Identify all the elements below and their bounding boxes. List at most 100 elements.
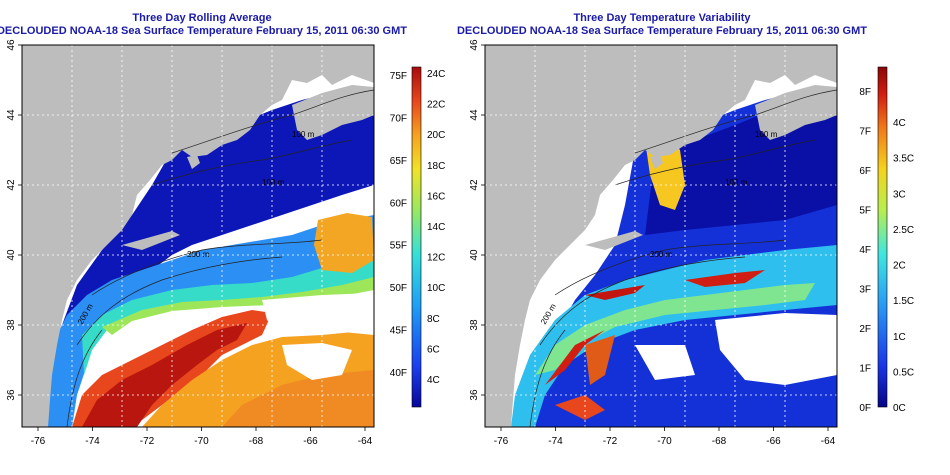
right-title-line1: Three Day Temperature Variability	[573, 12, 751, 24]
right-red-patch	[555, 395, 605, 420]
left-colorbar-c-label: 4C	[427, 375, 440, 386]
left-map: 100 m 100 m 200 m 200 m	[21, 44, 375, 428]
right-lat-tick-label: 44	[469, 109, 480, 121]
right-lon-tick-label: -70	[657, 436, 672, 447]
left-lat-tick-label: 42	[6, 179, 17, 191]
left-colorbar-c-label: 6C	[427, 344, 440, 355]
right-contour-100m	[614, 139, 816, 186]
left-axes: -76 -74 -72 -70 -68 -66 -64 36 38 40 42 44 46	[6, 39, 373, 447]
right-contour-label-3: 200 m	[650, 250, 673, 259]
right-colorbar-c-label: 2C	[893, 261, 906, 272]
right-colorbar: 8F 7F 6F 5F 4F 3F 2F 1F 0F 4C 3.5C 3C 2.5C 2C 1.5C 1C 0…	[859, 66, 914, 414]
right-red-streak-1	[545, 330, 605, 385]
left-colorbar-f-label: 70F	[390, 113, 407, 124]
right-colorbar-c-label: 1C	[893, 332, 906, 343]
left-contour-200m-b	[76, 256, 283, 346]
left-cloud-patch-2	[282, 343, 352, 380]
left-contour-label-2: 100 m	[262, 178, 285, 187]
left-title-line1: Three Day Rolling Average	[132, 12, 272, 24]
right-colorbar-f-label: 7F	[859, 127, 871, 138]
right-frontal-variability	[535, 283, 815, 375]
left-colorbar-f-label: 50F	[390, 283, 407, 294]
left-contour-shelf	[66, 329, 103, 427]
right-colorbar-ramp	[877, 66, 888, 408]
left-colorbar-f-label: 75F	[390, 71, 407, 82]
left-lon-tick-label: -76	[31, 436, 46, 447]
right-contour-200m-b	[539, 256, 746, 346]
right-colorbar-fahrenheit: 8F 7F 6F 5F 4F 3F 2F 1F 0F	[859, 87, 871, 414]
left-colorbar-f-label: 45F	[390, 326, 407, 337]
right-contour-100m-north	[634, 89, 837, 154]
left-colorbar-f-label: 65F	[390, 156, 407, 167]
left-colorbar-f-label: 40F	[390, 368, 407, 379]
left-lon-tick-label: -70	[194, 436, 209, 447]
left-colorbar-fahrenheit: 75F 70F 65F 60F 55F 50F 45F 40F	[390, 71, 407, 379]
right-colorbar-f-label: 8F	[859, 87, 871, 98]
right-contour-label-1: 100 m	[755, 130, 778, 139]
right-contour-shelf	[529, 329, 566, 427]
right-colorbar-f-label: 4F	[859, 245, 871, 256]
right-colorbar-c-label: 4C	[893, 118, 906, 129]
right-shelf-low-variability	[645, 100, 837, 235]
left-cloud-patch-1	[262, 293, 374, 335]
left-frontal-band	[102, 277, 374, 335]
left-lon-tick-label: -74	[85, 436, 100, 447]
left-lat-tick-label: 38	[6, 319, 17, 331]
left-cold-shelf-water	[48, 95, 374, 427]
right-contour-label-2: 100 m	[725, 178, 748, 187]
right-gridlines	[485, 45, 837, 427]
right-colorbar-c-label: 3.5C	[893, 154, 914, 165]
right-lon-tick-label: -72	[603, 436, 618, 447]
left-sargasso-warm	[222, 370, 374, 427]
right-title-line2: DECLOUDED NOAA-18 Sea Surface Temperatur…	[456, 25, 867, 37]
right-lat-tick-label: 36	[469, 389, 480, 401]
right-lon-tick-label: -66	[766, 436, 781, 447]
left-colorbar-c-label: 22C	[427, 100, 445, 111]
left-lat-tick-label: 40	[6, 249, 17, 261]
right-map-frame	[484, 44, 838, 428]
left-contour-200m	[91, 239, 323, 296]
right-lat-tick-label: 40	[469, 249, 480, 261]
left-colorbar-ramp	[411, 66, 422, 408]
left-lat-tick-label: 44	[6, 109, 17, 121]
right-lon-tick-label: -76	[494, 436, 509, 447]
right-contour-200m	[554, 239, 786, 296]
left-gulf-stream-core	[82, 323, 247, 427]
left-colorbar: 75F 70F 65F 60F 55F 50F 45F 40F 24C 22C 20C 18C 16C…	[390, 66, 445, 408]
left-contour-label-1: 100 m	[292, 130, 315, 139]
left-lon-tick-label: -64	[358, 436, 373, 447]
right-colorbar-f-label: 3F	[859, 285, 871, 296]
right-colorbar-f-label: 0F	[859, 403, 871, 414]
right-colorbar-c-label: 1.5C	[893, 296, 914, 307]
right-red-streak-3	[685, 270, 765, 287]
left-mixed-water	[82, 250, 374, 375]
left-colorbar-celsius: 24C 22C 20C 18C 16C 14C 12C 10C 8C 6C 4C	[427, 69, 445, 386]
left-colorbar-f-label: 60F	[390, 198, 407, 209]
right-colorbar-c-label: 0.5C	[893, 367, 914, 378]
left-colorbar-c-label: 8C	[427, 314, 440, 325]
right-cloud-patch-1	[715, 313, 837, 385]
right-colorbar-f-label: 6F	[859, 166, 871, 177]
right-colorbar-f-label: 1F	[859, 364, 871, 375]
right-red-streak-2	[585, 285, 645, 300]
right-lon-tick-label: -74	[548, 436, 563, 447]
left-colorbar-c-label: 14C	[427, 222, 445, 233]
right-axes: -76 -74 -72 -70 -68 -66 -64 36 38 40 42 44 46	[469, 39, 836, 447]
left-colorbar-c-label: 20C	[427, 130, 445, 141]
left-lat-tick-label: 36	[6, 389, 17, 401]
left-contour-100m-north	[171, 89, 374, 154]
left-colorbar-c-label: 12C	[427, 253, 445, 264]
right-orange-eddy	[585, 335, 615, 385]
right-colorbar-c-label: 0C	[893, 403, 906, 414]
left-map-frame	[21, 44, 375, 428]
right-colorbar-f-label: 5F	[859, 206, 871, 217]
left-lon-tick-label: -68	[249, 436, 264, 447]
left-contour-100m	[151, 139, 353, 186]
left-colorbar-c-label: 18C	[427, 161, 445, 172]
left-title-line2: DECLOUDED NOAA-18 Sea Surface Temperatur…	[0, 25, 407, 37]
right-lon-tick-label: -68	[712, 436, 727, 447]
right-map: 100 m 100 m 200 m 200 m	[484, 44, 838, 428]
right-colorbar-c-label: 3C	[893, 189, 906, 200]
left-lat-tick-label: 46	[6, 39, 17, 51]
